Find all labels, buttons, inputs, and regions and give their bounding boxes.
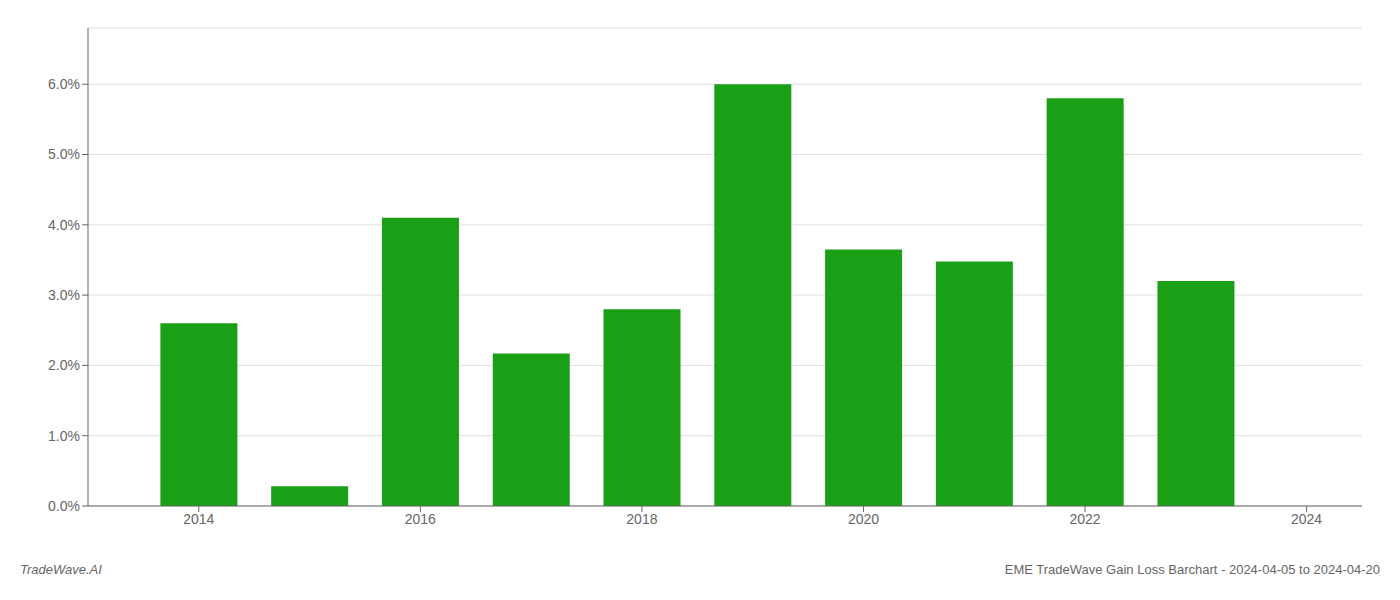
svg-text:1.0%: 1.0% xyxy=(48,428,80,444)
svg-text:6.0%: 6.0% xyxy=(48,76,80,92)
svg-text:5.0%: 5.0% xyxy=(48,146,80,162)
html-text:EME TradeWave Gain Loss Barcha: EME TradeWave Gain Loss Barchart - 2024-… xyxy=(1004,562,1380,577)
svg-text:2018: 2018 xyxy=(626,511,657,527)
svg-text:2014: 2014 xyxy=(183,511,214,527)
svg-text:0.0%: 0.0% xyxy=(48,498,80,514)
svg-text:2020: 2020 xyxy=(848,511,879,527)
svg-text:3.0%: 3.0% xyxy=(48,287,80,303)
html-text:TradeWave.AI: TradeWave.AI xyxy=(20,562,102,577)
svg-text:2022: 2022 xyxy=(1069,511,1100,527)
svg-text:2.0%: 2.0% xyxy=(48,357,80,373)
svg-text:2016: 2016 xyxy=(405,511,436,527)
svg-text:2024: 2024 xyxy=(1291,511,1322,527)
svg-text:4.0%: 4.0% xyxy=(48,217,80,233)
